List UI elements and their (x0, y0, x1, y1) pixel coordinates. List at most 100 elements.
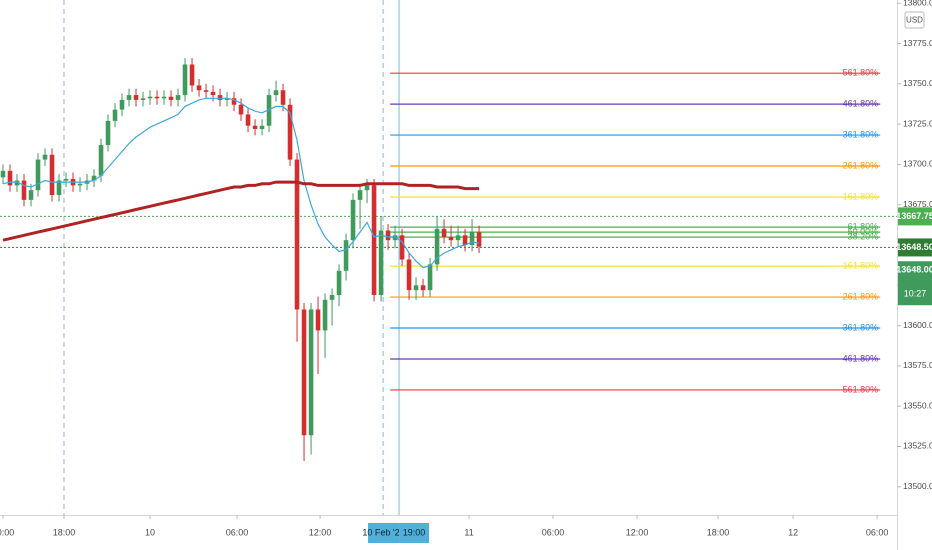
crosshair-date: 10 Feb '21 (362, 527, 404, 537)
plot-area: 561.80% 461.80% 361.80% 261.80% 161.80% 61.80… (0, 0, 897, 515)
x-tick-label: 00:00 (0, 527, 14, 537)
candle-body (217, 95, 223, 100)
y-tick-label: 13725.00 (903, 118, 932, 128)
candle-body (21, 180, 27, 200)
crosshair-date-box (368, 523, 400, 543)
crosshair-time-box (399, 523, 430, 543)
candle-body (98, 145, 104, 176)
candle-body (112, 109, 118, 121)
candle-body (441, 228, 447, 237)
candle-body (203, 90, 209, 92)
candle-body (266, 95, 272, 126)
candle-body (420, 285, 426, 291)
candle-body (434, 228, 440, 265)
candle-body (399, 235, 405, 260)
fib-label: 361.80% (843, 322, 879, 332)
currency-box[interactable] (904, 11, 925, 29)
candle-body (189, 64, 195, 86)
y-tick-label: 13500.00 (903, 481, 932, 491)
x-tick-label: 12:00 (626, 527, 649, 537)
candle-body (14, 180, 20, 186)
x-tick-label: 18:00 (53, 527, 76, 537)
fib-label: 461.80% (843, 353, 879, 363)
candle-body (42, 154, 48, 160)
candle-body (273, 90, 279, 96)
fib-label: 361.80% (843, 129, 879, 139)
candle-body (91, 175, 97, 181)
y-tick-label: 13675.00 (903, 199, 932, 209)
y-tick-label: 13600.00 (903, 320, 932, 330)
candle-body (469, 232, 475, 246)
candle-body (154, 96, 160, 99)
candle-body (147, 96, 153, 99)
candle-body (105, 120, 111, 146)
candle-body (406, 259, 412, 291)
candle-body (462, 235, 468, 246)
y-tick-label: 13800.00 (903, 0, 932, 7)
candle-body (140, 98, 146, 100)
x-tick-label: 18:00 (707, 527, 730, 537)
candle-body (280, 90, 286, 105)
candle-body (427, 264, 433, 291)
candle-body (448, 236, 454, 241)
price-box (898, 207, 932, 226)
candle-body (308, 309, 314, 436)
crosshair-time: 19:00 (403, 527, 426, 537)
price-box (898, 238, 932, 257)
candle-body (168, 96, 174, 100)
candle-body (161, 96, 167, 99)
candle-body (357, 190, 363, 200)
candle-body (287, 104, 293, 160)
fib-label: 50.00% (848, 226, 879, 236)
candle-body (371, 185, 377, 295)
candle-body (322, 299, 328, 331)
moving-average (2, 180, 480, 242)
candle-body (294, 159, 300, 310)
x-tick-label: 12:00 (309, 527, 332, 537)
y-tick-label: 13575.00 (903, 360, 932, 370)
fib-label: 61.80% (848, 221, 879, 231)
fib-label: 261.80% (843, 291, 879, 301)
countdown-box (898, 261, 932, 306)
candle-body (252, 125, 258, 129)
candle-body (56, 180, 62, 196)
moving-average (2, 97, 480, 269)
candle-body (364, 185, 370, 191)
fib-label: 161.80% (843, 260, 879, 270)
candle-body (455, 235, 461, 241)
currency-label: USD (906, 16, 923, 25)
price-box-label: 13667.75 (896, 211, 932, 221)
candle-body (392, 235, 398, 241)
candle-body (238, 104, 244, 115)
candle-body (210, 91, 216, 96)
candle-body (63, 178, 69, 181)
candle-body (182, 64, 188, 96)
countdown-time: 10:27 (904, 289, 927, 299)
candle-body (133, 95, 139, 100)
y-tick-label: 13750.00 (903, 78, 932, 88)
fib-label: 38.20% (848, 231, 879, 241)
fib-label: 561.80% (843, 384, 879, 394)
candle-body (315, 309, 321, 331)
candle-body (119, 99, 125, 110)
candle-body (196, 85, 202, 91)
candle-body (175, 95, 181, 100)
candle-body (49, 154, 55, 196)
candle-body (259, 125, 265, 129)
candle-body (126, 95, 132, 100)
countdown-price: 13648.00 (896, 265, 932, 275)
x-tick-label: 06:00 (866, 527, 889, 537)
y-tick-label: 13775.00 (903, 38, 932, 48)
candle-body (378, 230, 384, 295)
x-tick-label: 06:00 (226, 527, 249, 537)
candle-body (245, 114, 251, 126)
price-box-label: 13648.50 (896, 242, 932, 252)
candle-body (385, 230, 391, 241)
candle-body (476, 232, 482, 247)
x-tick-label: 10 (145, 527, 155, 537)
y-tick-label: 13700.00 (903, 159, 932, 169)
candle-body (343, 240, 349, 271)
x-tick-label: 12 (788, 527, 798, 537)
candle-body (301, 309, 307, 436)
